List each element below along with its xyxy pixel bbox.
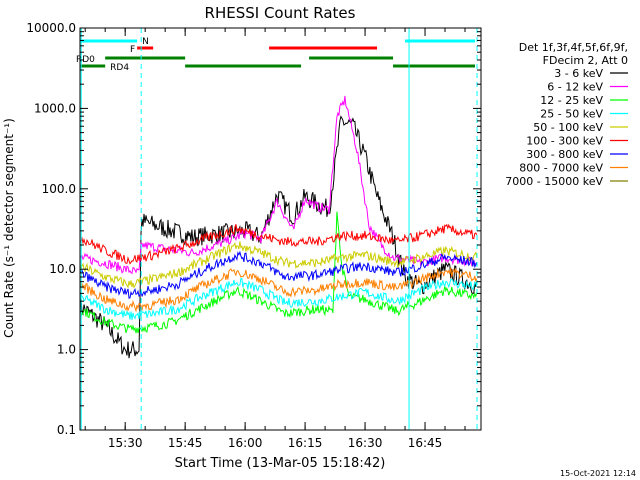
legend-label: 7000 - 15000 keV (505, 175, 603, 188)
y-axis-label: Count Rate (s⁻¹ detector segment⁻¹) (2, 118, 16, 338)
axis-layer: 0.1 1.0 10.0 100.0 1000.0 10000.0 15:30 15:45 16… (26, 21, 481, 450)
bar-label-rd0: RD0 (76, 55, 95, 65)
plot-frame (79, 27, 482, 431)
y-tick-label: 10.0 (49, 262, 76, 276)
legend-label: 3 - 6 keV (554, 67, 603, 80)
y-tick-label: 10000.0 (26, 21, 76, 35)
legend-label: 50 - 100 keV (533, 121, 603, 134)
legend-label: 300 - 800 keV (526, 148, 603, 161)
chart-title: RHESSI Count Rates (205, 4, 356, 22)
x-tick-label: 15:45 (168, 436, 203, 450)
x-tick-label: 16:15 (288, 436, 323, 450)
y-tick-label: 100.0 (42, 182, 76, 196)
series-3 (79, 211, 478, 334)
plot-timestamp: 15-Oct-2021 12:14 (560, 469, 636, 478)
x-tick-label: 16:45 (408, 436, 443, 450)
y-tick-label: 1000.0 (34, 101, 76, 115)
series-2 (79, 95, 478, 275)
bar-label-f: F (130, 45, 135, 55)
x-tick-label: 16:30 (348, 436, 383, 450)
x-tick-label: 15:30 (108, 436, 143, 450)
legend-label: 25 - 50 keV (540, 108, 603, 121)
y-tick-label: 0.1 (57, 423, 76, 437)
series-8 (79, 267, 478, 313)
bar-label-n: N (142, 37, 149, 47)
series-4 (79, 277, 478, 320)
legend: Det 1f,3f,4f,5f,6f,9f,FDecim 2, Att 03 -… (505, 41, 628, 188)
legend-header-line: Det 1f,3f,4f,5f,6f,9f, (519, 41, 628, 54)
x-axis-label: Start Time (13-Mar-05 15:18:42) (175, 456, 386, 471)
bar-label-rd4: RD4 (110, 63, 129, 73)
x-tick-label: 16:00 (228, 436, 263, 450)
legend-label: 12 - 25 keV (540, 94, 603, 107)
legend-label: 6 - 12 keV (547, 81, 603, 94)
y-tick-label: 1.0 (57, 343, 76, 357)
legend-label: 100 - 300 keV (526, 135, 603, 148)
legend-header-line: FDecim 2, Att 0 (543, 54, 628, 67)
series-6 (79, 223, 478, 265)
legend-label: 800 - 7000 keV (519, 162, 603, 175)
overlay-layer: NF RD0 RD4 (76, 28, 478, 430)
series-7 (79, 250, 478, 299)
series-5 (79, 241, 478, 289)
series-1 (79, 115, 478, 359)
